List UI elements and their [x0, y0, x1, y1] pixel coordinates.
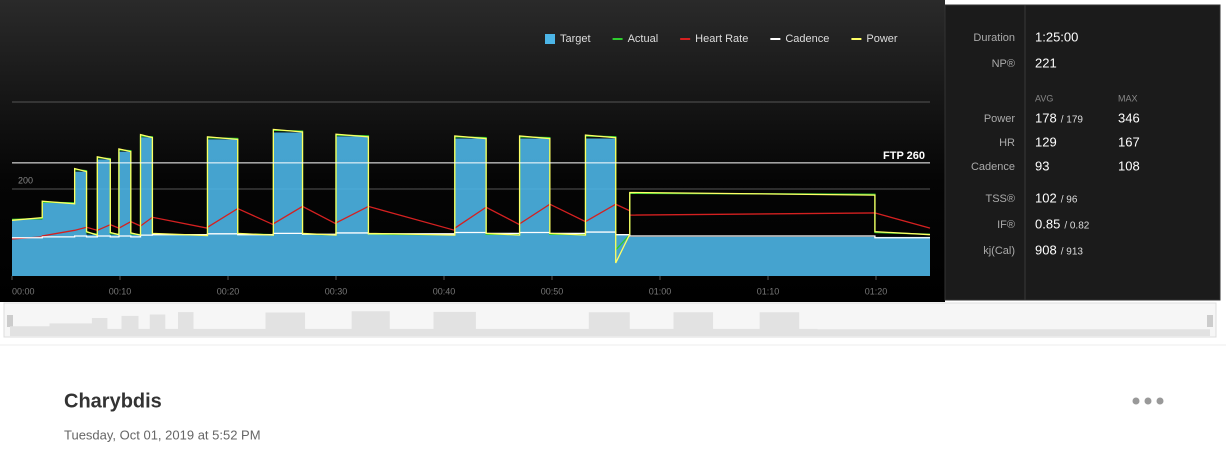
- stats-panel: [944, 4, 1221, 301]
- stat-value: 221: [1035, 55, 1057, 70]
- stat-value: 1:25:00: [1035, 29, 1078, 44]
- stat-value: 908: [1035, 242, 1057, 257]
- legend-swatch: [545, 34, 555, 44]
- stat-label: Cadence: [971, 161, 1015, 173]
- legend-label: Cadence: [785, 33, 829, 45]
- dot: [1156, 397, 1164, 405]
- stat-label: IF®: [997, 219, 1015, 231]
- column-header: MAX: [1118, 93, 1138, 103]
- legend-label: Actual: [628, 33, 659, 45]
- stat-sub-value: / 179: [1061, 115, 1084, 126]
- stat-value: 93: [1035, 158, 1049, 173]
- target-area: [12, 132, 930, 276]
- stat-value: 167: [1118, 134, 1140, 149]
- workout-date: Tuesday, Oct 01, 2019 at 5:52 PM: [64, 427, 261, 442]
- stat-value: 102: [1035, 190, 1057, 205]
- y-tick-label: 200: [18, 175, 33, 185]
- column-header: AVG: [1035, 93, 1053, 103]
- x-tick-label: 01:20: [865, 286, 888, 296]
- ftp-label: FTP 260: [883, 150, 925, 162]
- stat-value: 108: [1118, 158, 1140, 173]
- x-tick-label: 01:00: [649, 286, 672, 296]
- series-line: [11, 128, 931, 264]
- stat-label: Duration: [973, 32, 1015, 44]
- stat-value: 129: [1035, 134, 1057, 149]
- dot: [1144, 397, 1152, 405]
- workout-title: Charybdis: [64, 390, 162, 412]
- stat-sub-value: / 913: [1061, 247, 1084, 258]
- stat-value: 346: [1118, 110, 1140, 125]
- stat-value: 0.85: [1035, 216, 1060, 231]
- series-line: [11, 203, 931, 240]
- x-tick-label: 00:30: [325, 286, 348, 296]
- legend-label: Power: [866, 33, 898, 45]
- overview-handle[interactable]: [1207, 315, 1213, 327]
- overview-handle[interactable]: [7, 315, 13, 327]
- dot: [1132, 397, 1140, 405]
- x-tick-label: 01:10: [757, 286, 780, 296]
- stat-sub-value: / 96: [1061, 195, 1078, 206]
- stat-value: 178: [1035, 110, 1057, 125]
- x-tick-label: 00:10: [109, 286, 132, 296]
- x-tick-label: 00:40: [433, 286, 456, 296]
- stat-sub-value: / 0.82: [1064, 221, 1089, 232]
- stat-label: HR: [999, 137, 1015, 149]
- stat-label: TSS®: [986, 193, 1016, 205]
- stat-label: NP®: [992, 58, 1015, 70]
- x-tick-label: 00:00: [12, 286, 35, 296]
- stat-label: kj(Cal): [983, 245, 1015, 257]
- x-tick-label: 00:20: [217, 286, 240, 296]
- legend-label: Heart Rate: [695, 33, 748, 45]
- legend-label: Target: [560, 33, 591, 45]
- overview-silhouette: [10, 311, 1210, 336]
- stat-label: Power: [984, 113, 1016, 125]
- more-menu[interactable]: [1132, 397, 1164, 405]
- x-tick-label: 00:50: [541, 286, 564, 296]
